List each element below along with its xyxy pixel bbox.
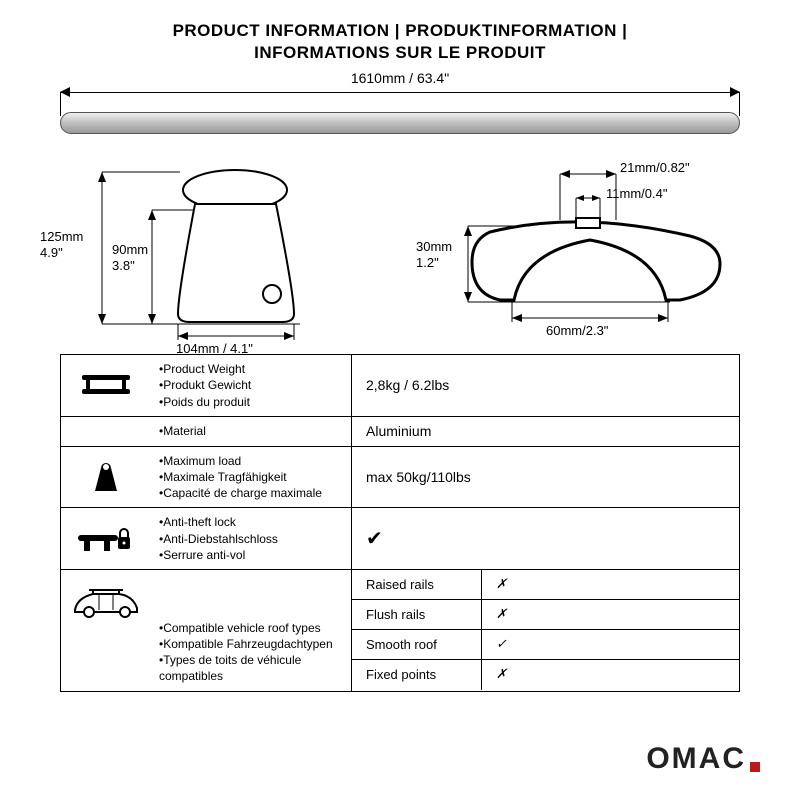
diagram-row: 125mm 4.9" 90mm 3.8" 104mm / 4.1" — [60, 154, 740, 344]
profile-slot-inner: 11mm/0.4" — [606, 186, 667, 202]
maxload-value: max 50kg/110lbs — [351, 447, 739, 508]
profile-width: 60mm/2.3" — [546, 323, 608, 339]
row-weight: •Product Weight •Produkt Gewicht •Poids … — [61, 355, 739, 417]
material-icon — [61, 417, 151, 446]
row-lock: •Anti-theft lock •Anti-Diebstahlschloss … — [61, 508, 739, 570]
weight-labels: •Product Weight •Produkt Gewicht •Poids … — [151, 355, 351, 416]
material-labels: •Material — [151, 417, 351, 446]
title-line-2: INFORMATIONS SUR LE PRODUIT — [60, 42, 740, 64]
car-icon — [61, 570, 151, 691]
weight-icon — [61, 355, 151, 416]
brand-text: OMAC — [646, 742, 746, 776]
title-line-1: PRODUCT INFORMATION | PRODUKTINFORMATION… — [60, 20, 740, 42]
foot-width: 104mm / 4.1" — [176, 341, 253, 357]
foot-height-inner: 90mm 3.8" — [112, 242, 148, 273]
profile-height: 30mm 1.2" — [416, 239, 452, 270]
crossbar-side-view — [60, 112, 740, 134]
foot-diagram: 125mm 4.9" 90mm 3.8" 104mm / 4.1" — [60, 154, 380, 344]
maxload-icon — [61, 447, 151, 508]
page-title: PRODUCT INFORMATION | PRODUKTINFORMATION… — [60, 20, 740, 64]
roof-subtable: Raised rails ✗ Flush rails ✗ Smooth roof… — [351, 570, 739, 691]
spec-table: •Product Weight •Produkt Gewicht •Poids … — [60, 354, 740, 691]
lock-labels: •Anti-theft lock •Anti-Diebstahlschloss … — [151, 508, 351, 569]
roof-raised: Raised rails ✗ — [352, 570, 739, 600]
length-label: 1610mm / 63.4" — [60, 70, 740, 87]
roof-labels: •Compatible vehicle roof types •Kompatib… — [151, 570, 351, 691]
brand-red-square-icon — [750, 762, 760, 772]
roof-fixed: Fixed points ✗ — [352, 660, 739, 690]
weight-value: 2,8kg / 6.2lbs — [351, 355, 739, 416]
row-material: •Material Aluminium — [61, 417, 739, 447]
material-value: Aluminium — [351, 417, 739, 446]
row-maxload: •Maximum load •Maximale Tragfähigkeit •C… — [61, 447, 739, 509]
brand-logo: OMAC — [646, 742, 760, 776]
foot-height-outer: 125mm 4.9" — [40, 229, 83, 260]
row-roof: •Compatible vehicle roof types •Kompatib… — [61, 570, 739, 691]
lock-value: ✔ — [351, 508, 739, 569]
lock-icon — [61, 508, 151, 569]
length-dimension: 1610mm / 63.4" — [60, 70, 740, 110]
profile-diagram: 21mm/0.82" 11mm/0.4" 30mm 1.2" 60mm/2.3" — [420, 154, 740, 344]
profile-slot-outer: 21mm/0.82" — [620, 160, 690, 176]
roof-flush: Flush rails ✗ — [352, 600, 739, 630]
maxload-labels: •Maximum load •Maximale Tragfähigkeit •C… — [151, 447, 351, 508]
roof-smooth: Smooth roof ✓ — [352, 630, 739, 660]
